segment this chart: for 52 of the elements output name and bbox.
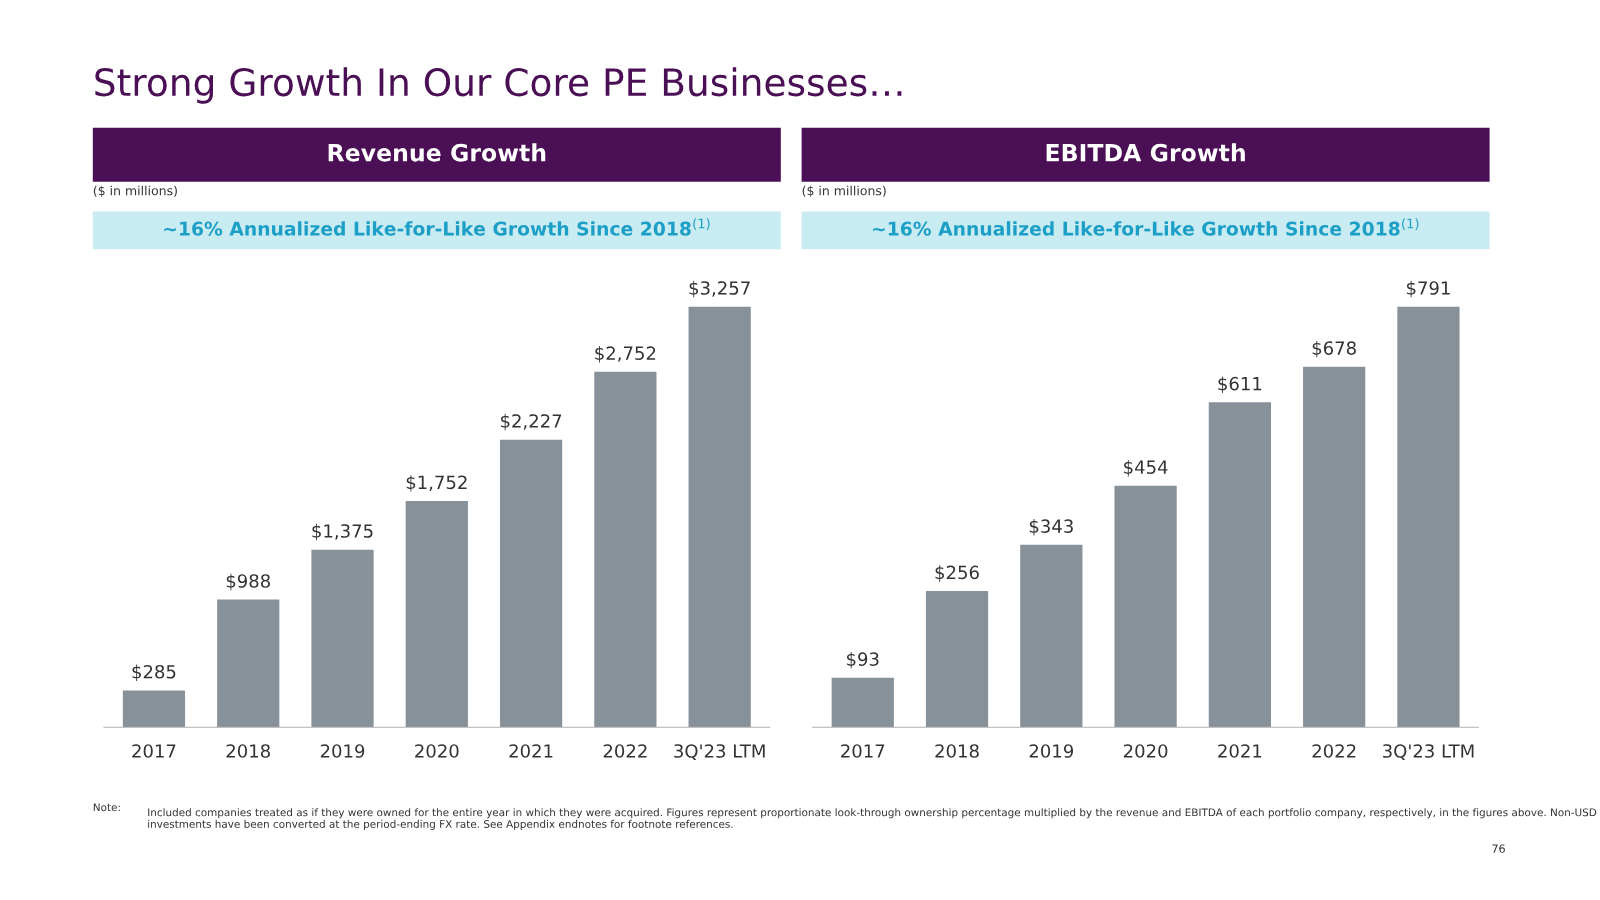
chart-subtitle: ~16% Annualized Like-for-Like Growth Since 2018$^{(1)}$ [872, 218, 1419, 236]
data-label: $3,257 [689, 280, 750, 298]
bar [831, 677, 894, 728]
text: ($ in millions) [93, 185, 177, 197]
chart-subtitle: ~16% Annualized Like-for-Like Growth Since 2018$^{(1)}$ [164, 218, 710, 236]
x-tick-label: 2018 [226, 744, 270, 758]
data-label: $285 [132, 664, 176, 681]
data-label: $678 [1312, 340, 1356, 358]
data-label: $1,375 [312, 523, 373, 541]
x-tick-label: 3Q'23 LTM [1383, 744, 1474, 760]
bar [499, 439, 563, 728]
x-tick-label: 2017 [841, 744, 885, 758]
data-label: $611 [1218, 376, 1262, 393]
bar [1303, 366, 1366, 728]
x-tick-label: 2022 [1312, 744, 1356, 758]
data-label: $791 [1406, 280, 1450, 298]
data-label: $2,227 [500, 413, 562, 431]
bar [217, 599, 280, 728]
bar [1020, 544, 1083, 728]
data-label: $2,752 [595, 346, 656, 363]
data-label: $454 [1124, 460, 1168, 477]
text: Note: [93, 803, 120, 812]
x-tick-label: 2020 [415, 744, 459, 758]
x-tick-label: 2018 [935, 744, 979, 758]
data-label: $988 [226, 573, 270, 591]
x-tick-label: 2020 [1123, 744, 1168, 758]
x-tick-label: 2022 [603, 744, 647, 758]
bar [122, 690, 186, 728]
text: 76 [1492, 844, 1505, 853]
chart-title: Revenue Growth [328, 143, 546, 162]
bar [925, 591, 989, 728]
data-label: $343 [1029, 519, 1073, 536]
bar [405, 500, 468, 728]
x-tick-label: 3Q'23 LTM [674, 744, 765, 760]
x-tick-label: 2019 [320, 744, 365, 758]
bar [1208, 402, 1271, 728]
text: Strong Growth In Our Core PE Businesses… [95, 67, 902, 104]
x-tick-label: 2019 [1029, 744, 1074, 758]
bar [688, 306, 751, 728]
data-label: $93 [847, 651, 879, 669]
bar [1397, 306, 1460, 728]
chart-title: EBITDA Growth [1046, 143, 1245, 162]
x-tick-label: 2017 [132, 744, 176, 758]
x-tick-label: 2021 [509, 744, 553, 758]
x-tick-label: 2021 [1218, 744, 1262, 758]
text: ($ in millions) [802, 185, 886, 197]
bar [1114, 485, 1177, 728]
text: Included companies treated as if they were owned for the entire year in which they were acquired. Figures represent proportionate look-through ownership percentage multiplied by the revenue and EBITDA of each portfolio company, respectively, in the figures above. Non-USD investments have been converted at the period-ending FX rate. See Appendix endnotes for footnote references. [148, 808, 1597, 830]
bar [594, 371, 657, 728]
data-label: $256 [935, 565, 979, 582]
data-label: $1,752 [406, 475, 467, 492]
bar [311, 549, 374, 728]
